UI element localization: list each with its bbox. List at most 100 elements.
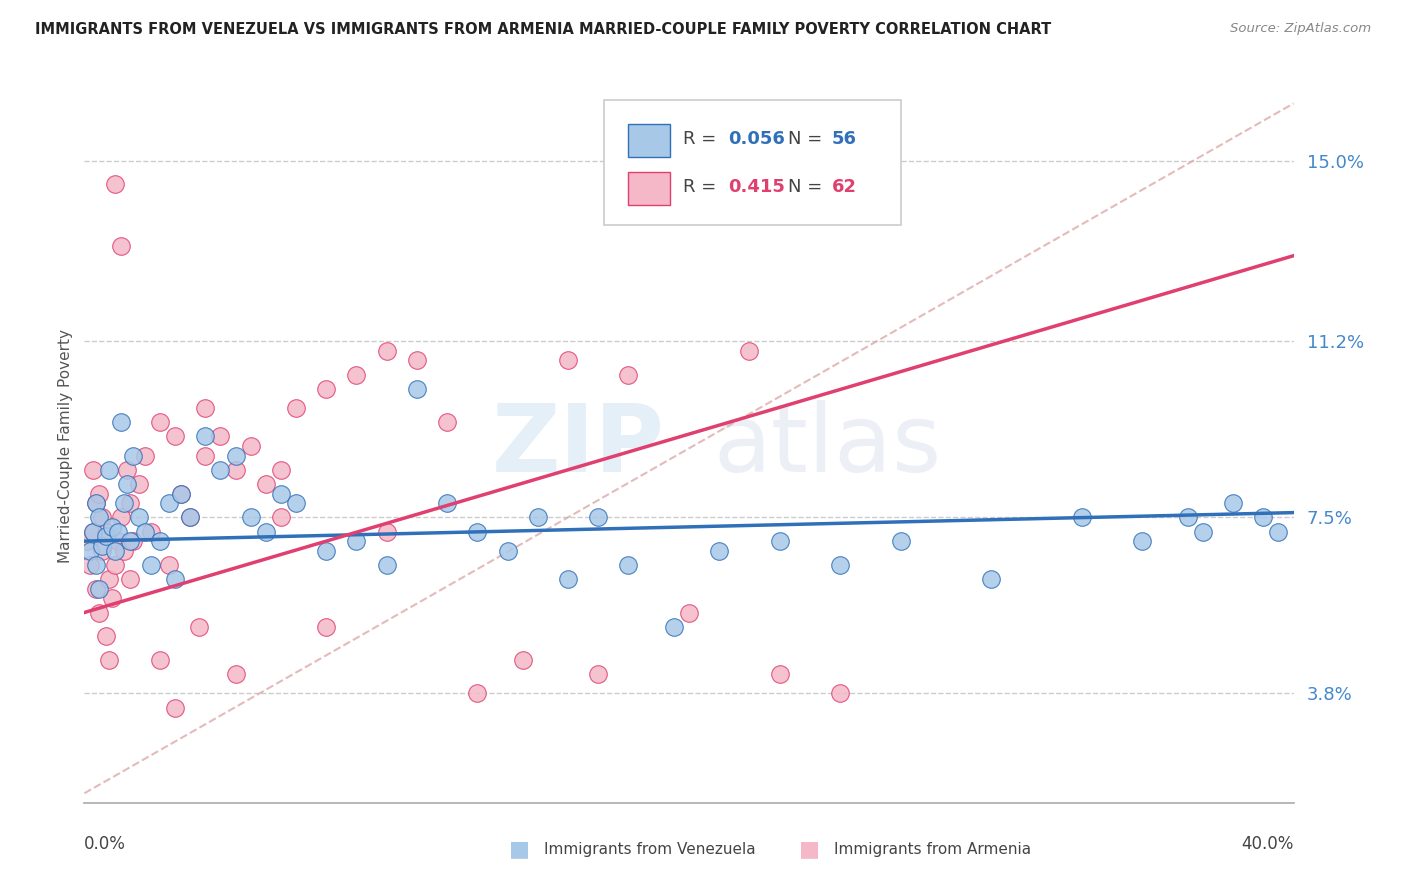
Point bbox=[82, 524, 104, 539]
Point bbox=[188, 620, 211, 634]
Point bbox=[588, 667, 610, 681]
Point bbox=[170, 486, 193, 500]
Point bbox=[94, 524, 117, 539]
Point bbox=[118, 496, 141, 510]
Point bbox=[97, 653, 120, 667]
Point bbox=[165, 700, 187, 714]
Text: Immigrants from Venezuela: Immigrants from Venezuela bbox=[544, 842, 755, 856]
Point bbox=[128, 510, 150, 524]
Point bbox=[239, 439, 262, 453]
Text: IMMIGRANTS FROM VENEZUELA VS IMMIGRANTS FROM ARMENIA MARRIED-COUPLE FAMILY POVER: IMMIGRANTS FROM VENEZUELA VS IMMIGRANTS … bbox=[35, 22, 1052, 37]
FancyBboxPatch shape bbox=[605, 100, 901, 225]
Point bbox=[115, 463, 138, 477]
Text: 56: 56 bbox=[831, 130, 856, 148]
Point bbox=[157, 496, 180, 510]
Point bbox=[149, 415, 172, 429]
Text: R =: R = bbox=[683, 178, 721, 196]
Point bbox=[315, 543, 337, 558]
Text: 40.0%: 40.0% bbox=[1241, 835, 1294, 853]
Point bbox=[86, 582, 108, 596]
Point bbox=[830, 686, 852, 700]
Point bbox=[76, 534, 98, 549]
Point bbox=[270, 510, 292, 524]
Point bbox=[830, 558, 852, 572]
Text: Source: ZipAtlas.com: Source: ZipAtlas.com bbox=[1230, 22, 1371, 36]
Point bbox=[375, 343, 398, 358]
Point bbox=[104, 558, 127, 572]
Point bbox=[375, 558, 398, 572]
FancyBboxPatch shape bbox=[628, 124, 669, 157]
Text: 0.056: 0.056 bbox=[728, 130, 785, 148]
Point bbox=[436, 496, 458, 510]
Point bbox=[315, 382, 337, 396]
Point bbox=[110, 239, 132, 253]
Point bbox=[527, 510, 550, 524]
Point bbox=[118, 534, 141, 549]
Point bbox=[1071, 510, 1094, 524]
Text: ■: ■ bbox=[509, 839, 530, 859]
Point bbox=[121, 534, 143, 549]
Point bbox=[104, 543, 127, 558]
Y-axis label: Married-Couple Family Poverty: Married-Couple Family Poverty bbox=[58, 329, 73, 563]
Point bbox=[225, 463, 247, 477]
Point bbox=[1222, 496, 1244, 510]
Text: Immigrants from Armenia: Immigrants from Armenia bbox=[834, 842, 1031, 856]
Point bbox=[225, 667, 247, 681]
Point bbox=[1177, 510, 1199, 524]
Point bbox=[1132, 534, 1154, 549]
Point bbox=[86, 496, 108, 510]
Point bbox=[165, 572, 187, 586]
Point bbox=[179, 510, 201, 524]
Point bbox=[270, 463, 292, 477]
Point bbox=[709, 543, 731, 558]
Point bbox=[121, 449, 143, 463]
Point bbox=[617, 368, 640, 382]
Point bbox=[110, 415, 132, 429]
Point bbox=[588, 510, 610, 524]
Point bbox=[346, 368, 368, 382]
Text: atlas: atlas bbox=[713, 400, 942, 492]
Point bbox=[86, 558, 108, 572]
Point bbox=[436, 415, 458, 429]
Point bbox=[149, 653, 172, 667]
Text: R =: R = bbox=[683, 130, 721, 148]
Point bbox=[980, 572, 1002, 586]
Point bbox=[194, 449, 217, 463]
Point bbox=[678, 606, 700, 620]
Point bbox=[662, 620, 685, 634]
Point bbox=[769, 667, 792, 681]
Point bbox=[890, 534, 912, 549]
Point bbox=[1192, 524, 1215, 539]
Text: 0.0%: 0.0% bbox=[84, 835, 127, 853]
Point bbox=[617, 558, 640, 572]
Point bbox=[89, 606, 111, 620]
Point bbox=[1253, 510, 1275, 524]
Point bbox=[225, 449, 247, 463]
Point bbox=[467, 686, 489, 700]
Text: 62: 62 bbox=[831, 178, 856, 196]
Point bbox=[107, 534, 129, 549]
Point bbox=[467, 524, 489, 539]
Point bbox=[406, 382, 429, 396]
Point bbox=[209, 429, 232, 443]
Point bbox=[769, 534, 792, 549]
Point bbox=[134, 449, 156, 463]
Point bbox=[89, 582, 111, 596]
Point bbox=[557, 572, 579, 586]
Point bbox=[112, 496, 135, 510]
Point bbox=[149, 534, 172, 549]
Point bbox=[91, 510, 114, 524]
Point bbox=[179, 510, 201, 524]
Point bbox=[512, 653, 534, 667]
Point bbox=[194, 401, 217, 415]
Point bbox=[91, 543, 114, 558]
Point bbox=[557, 353, 579, 368]
Point bbox=[82, 463, 104, 477]
Text: N =: N = bbox=[789, 178, 828, 196]
Text: 0.415: 0.415 bbox=[728, 178, 785, 196]
Point bbox=[239, 510, 262, 524]
Point bbox=[94, 529, 117, 543]
Point bbox=[97, 572, 120, 586]
Point bbox=[91, 539, 114, 553]
Point bbox=[270, 486, 292, 500]
